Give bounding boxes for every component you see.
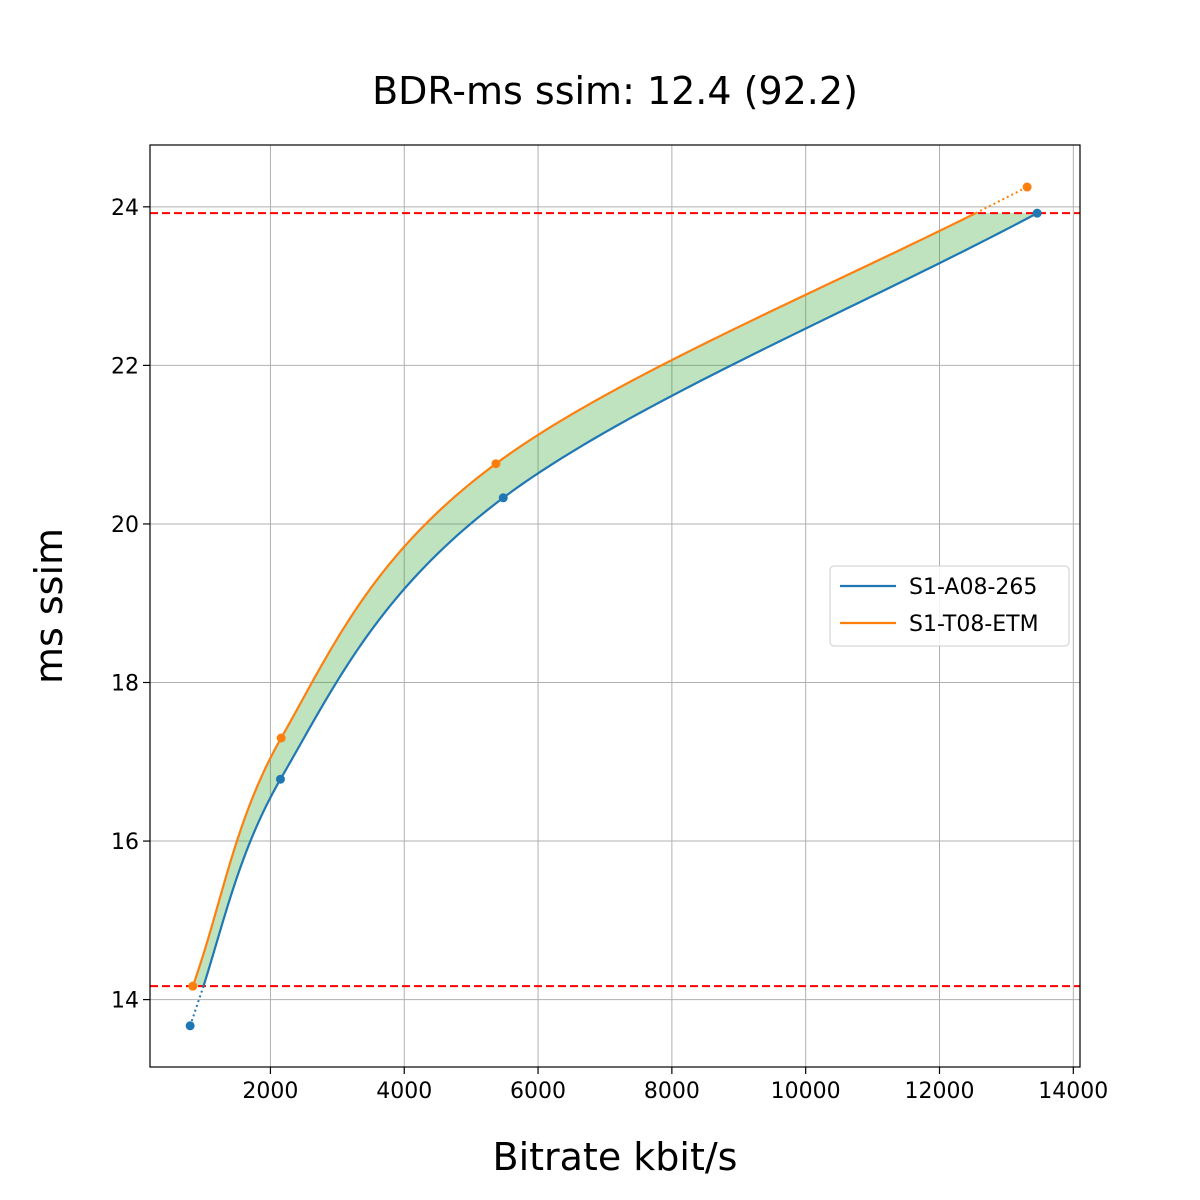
series-extension — [189, 985, 205, 1027]
data-point — [276, 733, 286, 743]
legend: S1-A08-265 S1-T08-ETM — [829, 565, 1070, 647]
y-tick-label: 22 — [111, 354, 139, 379]
y-tick-label: 20 — [111, 513, 139, 538]
series-line — [191, 212, 977, 987]
data-point — [1022, 182, 1032, 192]
y-tick-label: 18 — [111, 672, 139, 697]
data-point — [185, 1021, 195, 1031]
x-tick-label: 2000 — [242, 1079, 298, 1104]
reference-lines — [150, 212, 1080, 988]
y-tick-label: 24 — [111, 196, 139, 221]
x-tick-label: 14000 — [1038, 1079, 1108, 1104]
chart-title: BDR-ms ssim: 12.4 (92.2) — [372, 69, 858, 113]
data-point — [491, 459, 501, 469]
x-tick-label: 6000 — [510, 1079, 566, 1104]
legend-label: S1-T08-ETM — [909, 612, 1039, 637]
x-axis-label: Bitrate kbit/s — [493, 1135, 738, 1179]
y-axis-label: ms ssim — [27, 528, 71, 684]
series-group — [185, 182, 1042, 1031]
series-extension — [975, 186, 1028, 215]
ticks: 2000 4000 6000 8000 10000 12000 14000 14 16 18 20 2… — [111, 196, 1108, 1104]
data-point — [275, 774, 285, 784]
data-point — [188, 981, 198, 991]
x-tick-label: 10000 — [771, 1079, 841, 1104]
plot-frame — [149, 144, 1081, 1068]
x-tick-label: 8000 — [644, 1079, 700, 1104]
legend-label: S1-A08-265 — [909, 575, 1037, 600]
y-tick-label: 16 — [111, 830, 139, 855]
data-point — [498, 493, 508, 503]
series-line — [202, 212, 1038, 987]
data-point — [1032, 208, 1042, 218]
y-tick-label: 14 — [111, 989, 139, 1014]
x-tick-label: 4000 — [376, 1079, 432, 1104]
x-tick-label: 12000 — [904, 1079, 974, 1104]
